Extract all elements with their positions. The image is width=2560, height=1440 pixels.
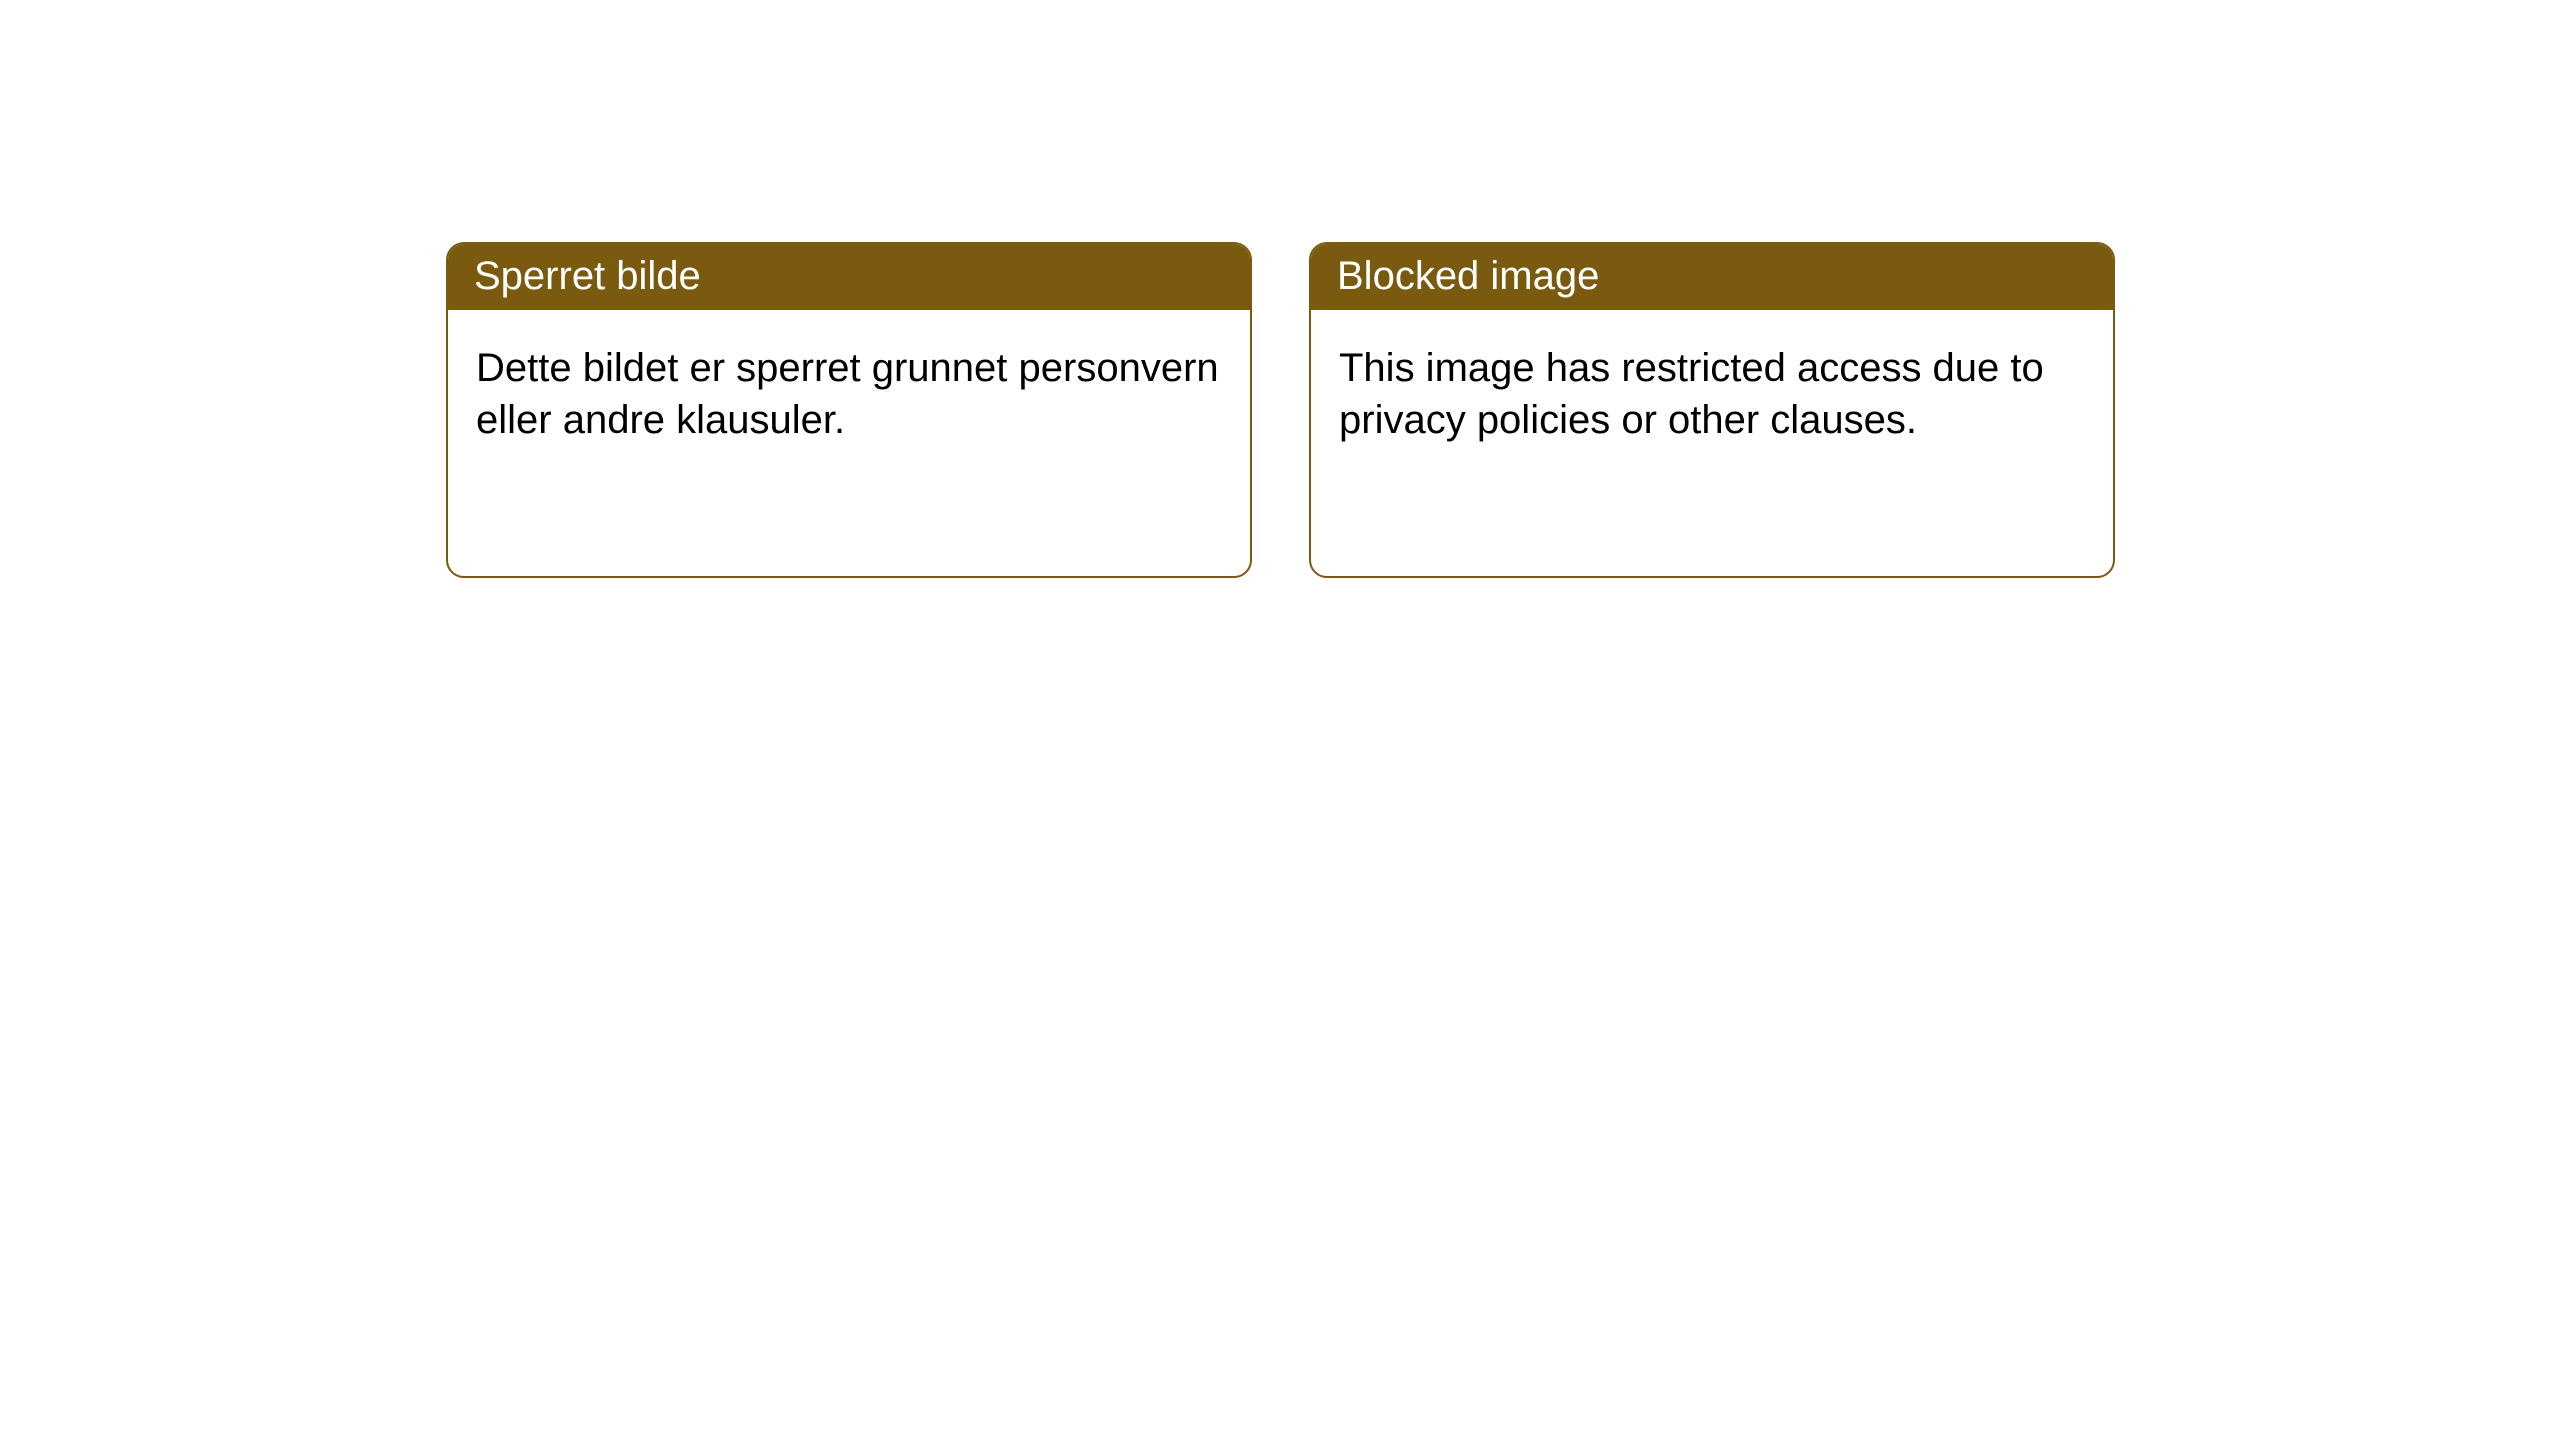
notice-card-norwegian: Sperret bilde Dette bildet er sperret gr… xyxy=(446,242,1252,578)
notice-container: Sperret bilde Dette bildet er sperret gr… xyxy=(0,0,2560,578)
notice-text-english: This image has restricted access due to … xyxy=(1339,346,2044,442)
notice-body-english: This image has restricted access due to … xyxy=(1311,310,2113,478)
notice-header-english: Blocked image xyxy=(1311,244,2113,310)
notice-body-norwegian: Dette bildet er sperret grunnet personve… xyxy=(448,310,1250,478)
notice-card-english: Blocked image This image has restricted … xyxy=(1309,242,2115,578)
notice-header-norwegian: Sperret bilde xyxy=(448,244,1250,310)
notice-title-norwegian: Sperret bilde xyxy=(474,254,701,298)
notice-text-norwegian: Dette bildet er sperret grunnet personve… xyxy=(476,346,1219,442)
notice-title-english: Blocked image xyxy=(1337,254,1599,298)
